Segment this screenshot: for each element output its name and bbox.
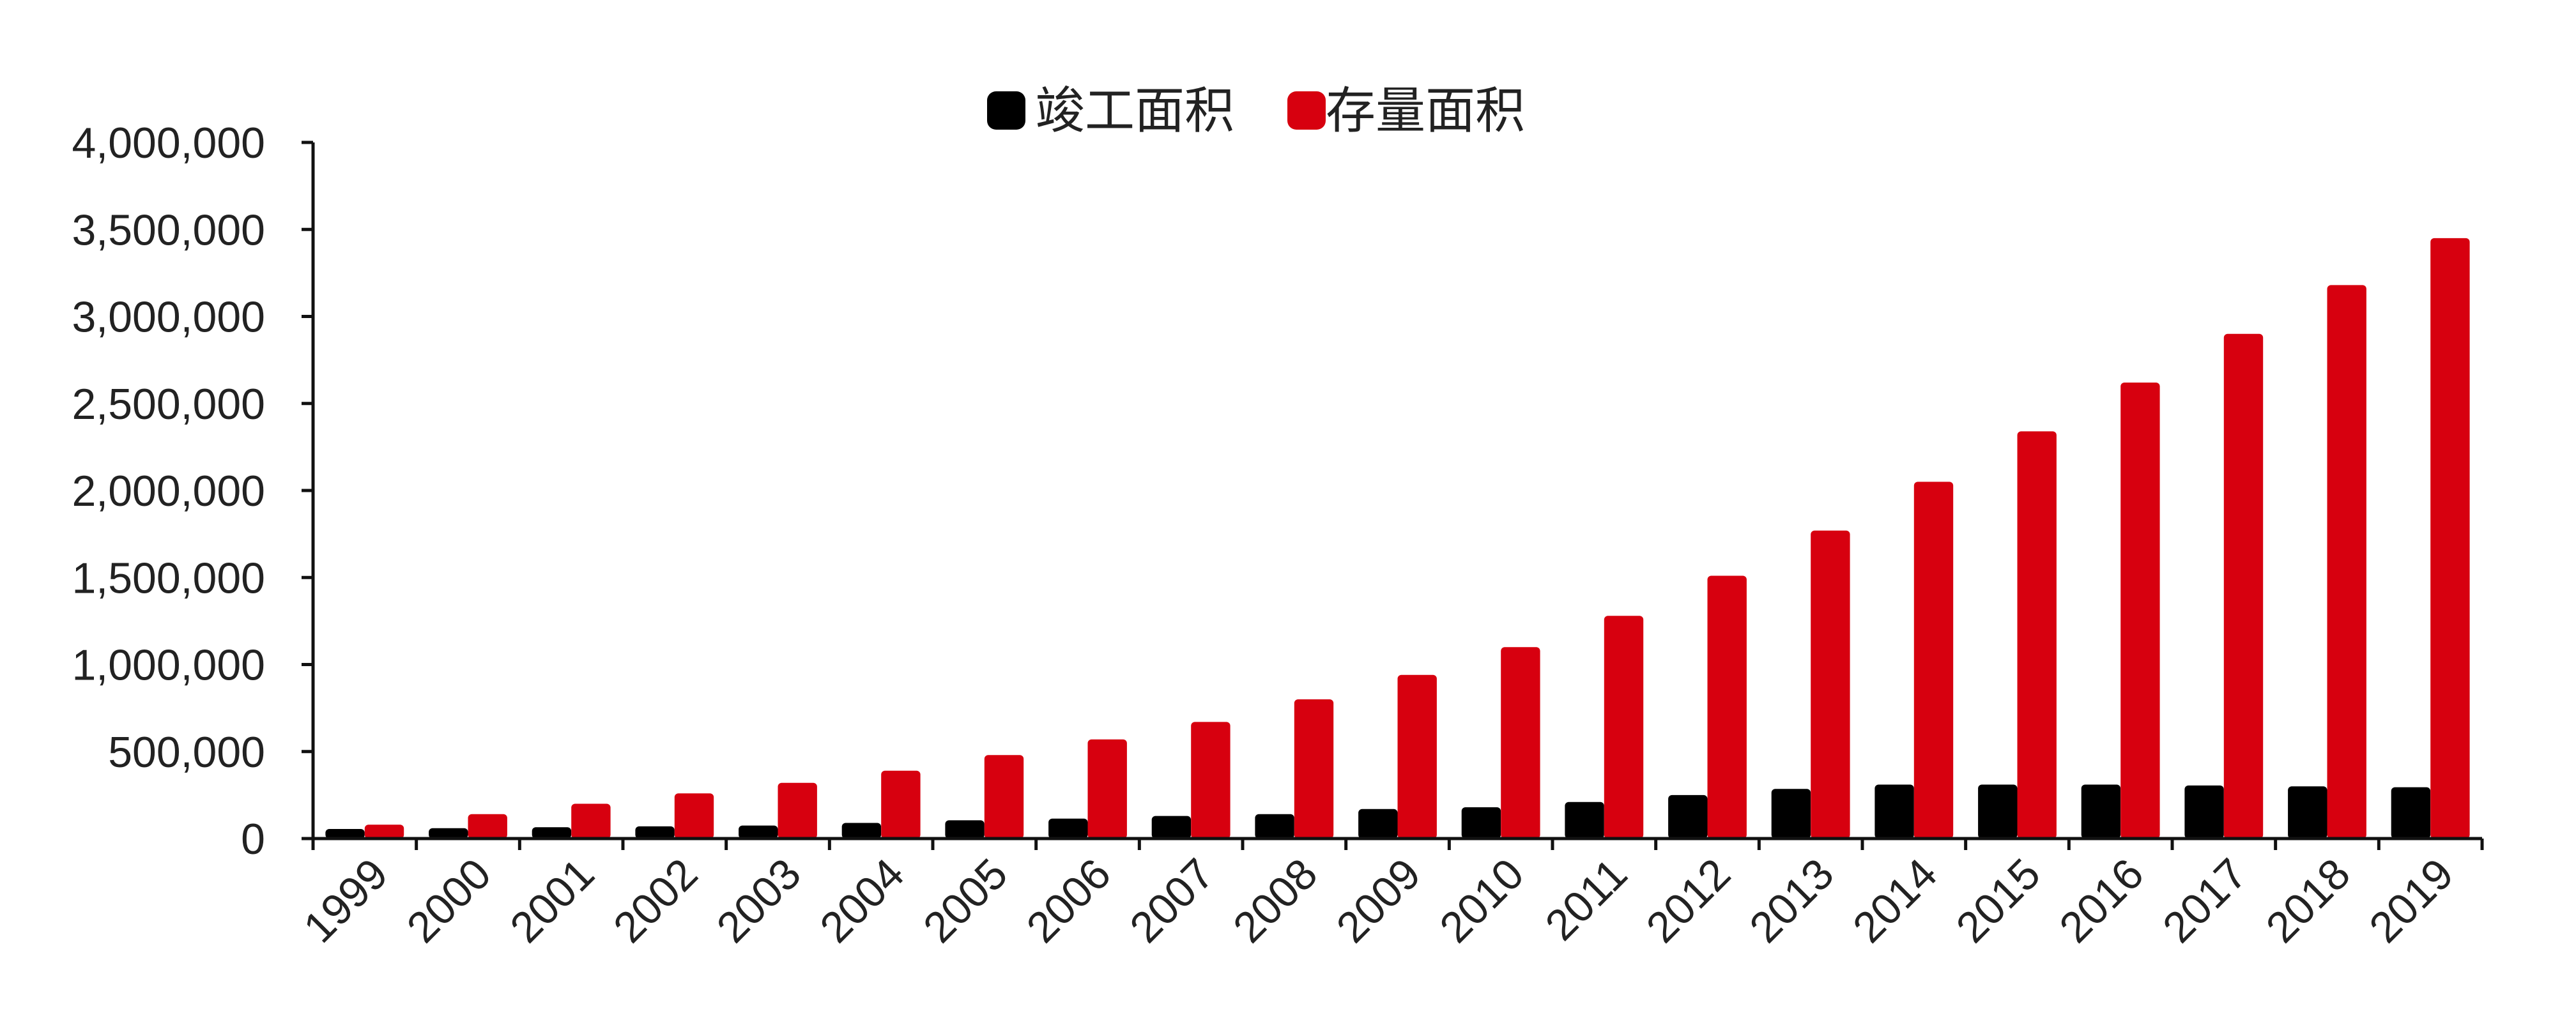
bar-stock — [2430, 238, 2470, 839]
x-tick-label: 2019 — [2360, 849, 2463, 952]
x-tick-label: 2018 — [2257, 849, 2359, 952]
x-tick-label: 2006 — [1017, 849, 1120, 952]
x-tick-label: 1999 — [295, 849, 397, 952]
bar-stock — [778, 782, 817, 839]
bar-completed — [532, 827, 572, 839]
bar-completed — [1255, 814, 1294, 839]
bar-completed — [1771, 789, 1811, 839]
bar-stock — [1191, 722, 1230, 839]
bar-stock — [2327, 285, 2366, 839]
bar-completed — [1151, 816, 1192, 839]
bar-stock — [2120, 383, 2160, 839]
bar-completed — [2081, 784, 2121, 839]
bar-completed — [429, 828, 468, 839]
bar-stock — [1811, 530, 1850, 839]
bar-completed — [1565, 802, 1604, 839]
bar-stock — [881, 770, 921, 839]
x-tick-label: 2008 — [1224, 849, 1327, 952]
bar-stock — [1087, 739, 1127, 839]
bar-completed — [1874, 784, 1914, 839]
x-tick-label: 2012 — [1637, 849, 1740, 952]
x-tick-label: 2010 — [1430, 849, 1533, 952]
x-tick-label: 2001 — [501, 849, 604, 952]
bar-stock — [1604, 616, 1644, 839]
y-tick-label: 4,000,000 — [72, 119, 265, 167]
bar-stock — [2223, 333, 2264, 839]
bar-stock — [1913, 482, 1954, 839]
y-tick-label: 3,500,000 — [72, 206, 265, 254]
bar-completed — [1048, 818, 1088, 839]
x-tick-label: 2007 — [1121, 849, 1223, 952]
x-tick-label: 2015 — [1947, 849, 2050, 952]
bars — [325, 238, 2470, 839]
y-tick-label: 1,500,000 — [72, 554, 265, 602]
x-tick-label: 2011 — [1536, 849, 1636, 950]
bar-completed — [841, 823, 882, 839]
bar-stock — [1707, 575, 1747, 839]
legend-swatch-completed — [987, 91, 1025, 130]
x-tick-label: 2003 — [707, 849, 810, 952]
bar-completed — [2391, 787, 2431, 839]
bar-stock — [674, 793, 714, 839]
bar-stock — [984, 755, 1024, 839]
legend-label-stock: 存量面积 — [1326, 82, 1525, 140]
bar-completed — [1358, 809, 1398, 839]
bar-completed — [739, 825, 778, 839]
x-tick-label: 2017 — [2154, 849, 2257, 952]
bar-completed — [945, 820, 985, 839]
bar-stock — [1294, 699, 1334, 839]
bar-stock — [468, 814, 507, 839]
bar-stock — [1501, 647, 1540, 839]
bar-completed — [325, 829, 365, 839]
y-tick-label: 0 — [241, 815, 265, 863]
bar-stock — [571, 803, 611, 839]
bar-stock — [1397, 674, 1437, 839]
y-tick-label: 3,000,000 — [72, 293, 265, 342]
y-tick-label: 2,500,000 — [72, 380, 265, 429]
x-tick-label: 2014 — [1844, 849, 1947, 952]
bar-completed — [2288, 786, 2327, 839]
x-tick-label: 2000 — [397, 849, 500, 952]
legend-label-completed: 竣工面积 — [1035, 82, 1234, 140]
y-tick-label: 1,000,000 — [72, 641, 265, 690]
bar-completed — [1978, 784, 2018, 839]
legend: 竣工面积 存量面积 — [987, 82, 1525, 140]
y-tick-label: 500,000 — [108, 728, 265, 777]
bar-stock — [2017, 431, 2057, 839]
bar-completed — [2184, 785, 2224, 839]
legend-swatch-stock — [1287, 91, 1326, 130]
bar-completed — [1461, 807, 1501, 839]
x-tick-label: 2009 — [1327, 849, 1430, 952]
x-tick-label: 2004 — [811, 849, 914, 952]
x-tick-label: 2013 — [1740, 849, 1843, 952]
y-tick-label: 2,000,000 — [72, 467, 265, 515]
x-tick-label: 2005 — [914, 849, 1017, 952]
x-tick-label: 2002 — [604, 849, 707, 952]
bar-completed — [635, 826, 675, 839]
bar-completed — [1668, 794, 1708, 839]
x-tick-label: 2016 — [2050, 849, 2153, 952]
y-axis: 0 500,000 1,000,000 1,500,000 2,000,000 2,500… — [72, 119, 315, 863]
bar-stock — [364, 825, 404, 839]
x-axis: 1999 2000 2001 2002 2003 2004 2005 2006 2007 2008… — [295, 837, 2484, 952]
